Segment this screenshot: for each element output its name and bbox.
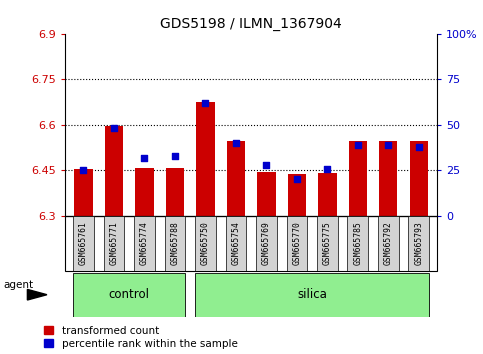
FancyBboxPatch shape [195,273,429,317]
FancyBboxPatch shape [73,216,94,271]
FancyBboxPatch shape [317,216,338,271]
Text: silica: silica [297,288,327,301]
Text: GSM665775: GSM665775 [323,222,332,265]
Text: GSM665761: GSM665761 [79,222,88,265]
Bar [288,174,306,216]
Text: GSM665769: GSM665769 [262,222,271,265]
Point [384,142,392,148]
Bar [105,126,123,216]
FancyBboxPatch shape [409,216,429,271]
Bar [410,141,428,216]
Point [263,162,270,168]
Point [293,177,301,182]
Bar [196,102,214,216]
FancyBboxPatch shape [104,216,124,271]
Point [415,144,423,149]
Legend: transformed count, percentile rank within the sample: transformed count, percentile rank withi… [44,326,238,349]
Text: control: control [109,288,150,301]
FancyBboxPatch shape [256,216,277,271]
Bar [318,173,337,216]
FancyBboxPatch shape [226,216,246,271]
FancyBboxPatch shape [378,216,398,271]
Polygon shape [28,290,47,300]
Point [354,142,362,148]
Text: GSM665771: GSM665771 [110,222,118,265]
Point [171,153,179,159]
Point [110,126,118,131]
FancyBboxPatch shape [73,273,185,317]
Text: GSM665774: GSM665774 [140,222,149,265]
Bar [257,172,275,216]
Point [232,140,240,146]
Text: GSM665792: GSM665792 [384,222,393,265]
Text: GSM665785: GSM665785 [354,222,362,265]
FancyBboxPatch shape [134,216,155,271]
Point [141,155,148,160]
Bar [227,141,245,216]
Text: GSM665754: GSM665754 [231,222,241,265]
Bar [379,141,398,216]
Text: GSM665788: GSM665788 [170,222,180,265]
Bar [349,141,367,216]
Text: GSM665793: GSM665793 [414,222,423,265]
FancyBboxPatch shape [347,216,368,271]
Bar [135,168,154,216]
Bar [74,170,93,216]
FancyBboxPatch shape [165,216,185,271]
Point [80,167,87,173]
Title: GDS5198 / ILMN_1367904: GDS5198 / ILMN_1367904 [160,17,342,31]
Text: GSM665750: GSM665750 [201,222,210,265]
Text: agent: agent [3,280,33,290]
Text: GSM665770: GSM665770 [292,222,301,265]
FancyBboxPatch shape [195,216,216,271]
Bar [166,168,184,216]
Point [201,100,209,106]
FancyBboxPatch shape [286,216,307,271]
Point [324,166,331,171]
